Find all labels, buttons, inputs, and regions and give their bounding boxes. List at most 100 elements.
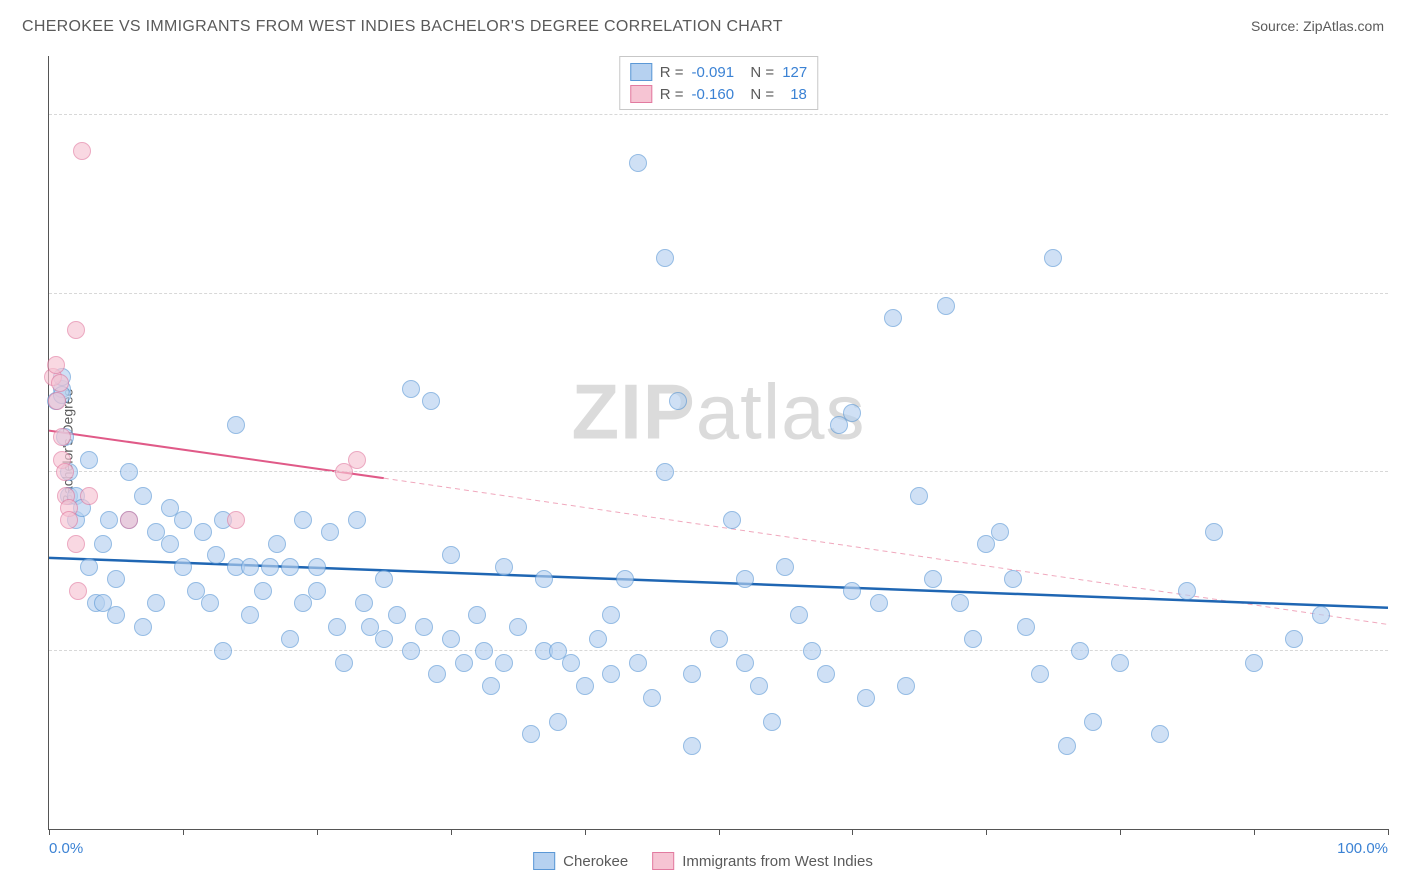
data-point — [161, 535, 179, 553]
data-point — [535, 570, 553, 588]
data-point — [120, 511, 138, 529]
data-point — [355, 594, 373, 612]
data-point — [174, 558, 192, 576]
x-tick-label: 0.0% — [49, 840, 83, 857]
y-tick-label: 45.0% — [1398, 285, 1406, 302]
legend-swatch-immigrants — [652, 852, 674, 870]
data-point — [884, 309, 902, 327]
data-point — [1151, 725, 1169, 743]
data-point — [174, 511, 192, 529]
gridline — [49, 293, 1388, 294]
data-point — [1017, 618, 1035, 636]
data-point — [48, 392, 66, 410]
data-point — [589, 630, 607, 648]
data-point — [736, 654, 754, 672]
data-point — [254, 582, 272, 600]
data-point — [207, 546, 225, 564]
gridline — [49, 471, 1388, 472]
data-point — [415, 618, 433, 636]
data-point — [80, 451, 98, 469]
data-point — [495, 654, 513, 672]
data-point — [308, 558, 326, 576]
data-point — [468, 606, 486, 624]
x-tick — [852, 829, 853, 835]
stats-legend-box: R =-0.091 N =127 R =-0.160 N =18 — [619, 56, 818, 110]
data-point — [348, 511, 366, 529]
data-point — [763, 713, 781, 731]
x-tick — [1120, 829, 1121, 835]
data-point — [964, 630, 982, 648]
data-point — [924, 570, 942, 588]
data-point — [56, 463, 74, 481]
x-tick — [1388, 829, 1389, 835]
data-point — [1044, 249, 1062, 267]
swatch-immigrants — [630, 85, 652, 103]
data-point — [843, 404, 861, 422]
data-point — [1111, 654, 1129, 672]
y-tick-label: 15.0% — [1398, 642, 1406, 659]
data-point — [60, 511, 78, 529]
x-tick — [1254, 829, 1255, 835]
data-point — [1004, 570, 1022, 588]
data-point — [857, 689, 875, 707]
data-point — [549, 713, 567, 731]
data-point — [629, 154, 647, 172]
data-point — [51, 374, 69, 392]
plot-area: ZIPatlas R =-0.091 N =127 R =-0.160 N =1… — [48, 56, 1388, 830]
data-point — [616, 570, 634, 588]
data-point — [107, 570, 125, 588]
data-point — [750, 677, 768, 695]
data-point — [261, 558, 279, 576]
data-point — [629, 654, 647, 672]
data-point — [147, 594, 165, 612]
data-point — [656, 463, 674, 481]
stats-row-cherokee: R =-0.091 N =127 — [630, 61, 807, 83]
x-tick — [451, 829, 452, 835]
legend-label-immigrants: Immigrants from West Indies — [682, 853, 873, 870]
data-point — [73, 142, 91, 160]
data-point — [67, 321, 85, 339]
data-point — [428, 665, 446, 683]
data-point — [281, 630, 299, 648]
data-point — [1285, 630, 1303, 648]
data-point — [1178, 582, 1196, 600]
data-point — [402, 380, 420, 398]
data-point — [803, 642, 821, 660]
gridline — [49, 650, 1388, 651]
data-point — [67, 535, 85, 553]
legend-item-cherokee: Cherokee — [533, 852, 628, 870]
data-point — [94, 535, 112, 553]
data-point — [562, 654, 580, 672]
legend-swatch-cherokee — [533, 852, 555, 870]
data-point — [80, 487, 98, 505]
data-point — [69, 582, 87, 600]
data-point — [790, 606, 808, 624]
data-point — [1071, 642, 1089, 660]
data-point — [495, 558, 513, 576]
data-point — [669, 392, 687, 410]
data-point — [227, 511, 245, 529]
data-point — [937, 297, 955, 315]
data-point — [576, 677, 594, 695]
data-point — [80, 558, 98, 576]
data-point — [683, 737, 701, 755]
data-point — [522, 725, 540, 743]
data-point — [482, 677, 500, 695]
data-point — [134, 487, 152, 505]
y-tick-label: 30.0% — [1398, 464, 1406, 481]
data-point — [1058, 737, 1076, 755]
data-point — [1084, 713, 1102, 731]
data-point — [328, 618, 346, 636]
x-tick — [986, 829, 987, 835]
legend-label-cherokee: Cherokee — [563, 853, 628, 870]
data-point — [776, 558, 794, 576]
data-point — [843, 582, 861, 600]
data-point — [910, 487, 928, 505]
x-tick — [719, 829, 720, 835]
data-point — [53, 428, 71, 446]
data-point — [348, 451, 366, 469]
stats-row-immigrants: R =-0.160 N =18 — [630, 83, 807, 105]
data-point — [736, 570, 754, 588]
data-point — [375, 570, 393, 588]
x-tick — [317, 829, 318, 835]
